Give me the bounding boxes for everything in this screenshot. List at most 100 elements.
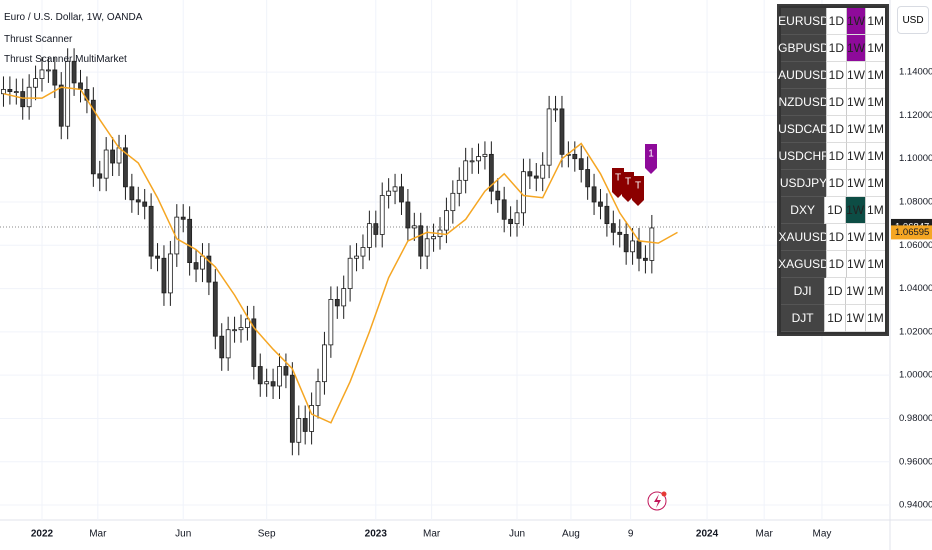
timeframe-cell: 1M (865, 224, 886, 251)
candle-body (604, 205, 610, 225)
candle-body (495, 190, 501, 201)
candle-body (431, 236, 436, 240)
x-tick-label: Mar (756, 529, 774, 540)
x-tick-label: Jun (509, 529, 525, 540)
timeframe-cell: 1M (865, 116, 886, 143)
candle-body (540, 164, 546, 179)
symbol-cell: USDCAD (778, 116, 829, 143)
candle-body (328, 299, 334, 346)
x-tick-label: 2024 (696, 529, 719, 540)
candle-body (65, 60, 71, 127)
candle-body (110, 149, 115, 164)
table-row: XAGUSD 1D 1W 1M (778, 251, 886, 278)
x-tick-label: Sep (258, 529, 276, 540)
timeframe-cell: 1D (824, 305, 845, 332)
candle-body (463, 160, 469, 181)
timeframe-cell: 1M (864, 197, 885, 224)
timeframe-cell: 1W (844, 305, 865, 332)
candle-body (482, 153, 488, 157)
candle-body (219, 335, 225, 359)
candle-body (527, 171, 533, 177)
y-tick-label: 1.10000 (899, 153, 932, 164)
ma-price-box (891, 225, 932, 240)
timeframe-cell: 1D (826, 143, 846, 170)
timeframe-cell: 1W (845, 224, 866, 251)
timeframe-cell: 1D (826, 8, 846, 35)
timeframe-cell: 1M (865, 8, 886, 35)
candle-body (71, 60, 77, 84)
candle-body (1, 89, 6, 95)
candle-body (148, 205, 154, 257)
timeframe-cell: 1W (845, 116, 866, 143)
timeframe-cell: 1D (826, 170, 846, 197)
candle-body (39, 69, 45, 79)
candle-body (135, 199, 141, 203)
candle-body (508, 218, 514, 225)
candle-body (553, 108, 558, 111)
symbol-cell: AUDUSD (778, 62, 829, 89)
timeframe-cell: 1M (865, 35, 886, 62)
candle-body (643, 257, 648, 261)
candle-body (296, 418, 302, 443)
candle-body (610, 223, 616, 233)
candle-body (347, 257, 353, 289)
candle-body (386, 190, 392, 196)
candle-body (585, 169, 591, 188)
candle-body (238, 327, 244, 331)
candle-body (315, 381, 321, 406)
candle-body (270, 381, 276, 387)
candle-body (623, 234, 629, 253)
timeframe-cell: 1M (865, 62, 886, 89)
x-tick-label: 9 (628, 529, 634, 540)
y-tick-label: 0.98000 (899, 413, 932, 424)
symbol-cell: DXY (781, 197, 825, 224)
y-tick-label: 0.94000 (899, 500, 932, 511)
candle-body (245, 318, 250, 328)
candle-body (264, 381, 270, 385)
candle-body (399, 186, 404, 203)
candle-body (591, 186, 597, 203)
candle-body (392, 186, 398, 192)
candle-body (322, 344, 327, 383)
timeframe-cell: 1M (865, 143, 886, 170)
candle-body (354, 255, 359, 259)
candle-body (167, 253, 173, 294)
timeframe-cell: 1M (865, 251, 886, 278)
symbol-cell: GBPUSD (778, 35, 829, 62)
indicator-name[interactable]: Thrust Scanner MultiMarket (4, 54, 127, 65)
candle-body (302, 418, 308, 432)
candle-body (78, 82, 83, 90)
timeframe-cell: 1M (864, 305, 885, 332)
timeframe-cell: 1M (865, 89, 886, 116)
timeframe-cell: 1W (844, 278, 865, 305)
candle-body (7, 89, 13, 92)
table-row: GBPUSD 1D 1W 1M (778, 35, 886, 62)
timeframe-cell: 1W (845, 35, 866, 62)
y-tick-label: 1.06000 (899, 240, 932, 251)
y-tick-label: 0.96000 (899, 456, 932, 467)
y-tick-label: 1.02000 (899, 326, 932, 337)
candle-body (161, 257, 167, 294)
y-tick-label: 1.08000 (899, 196, 932, 207)
candle-body (521, 171, 526, 214)
y-tick-label: 1.04000 (899, 283, 932, 294)
currency-button[interactable]: USD (897, 6, 929, 34)
timeframe-cell: 1D (826, 62, 846, 89)
candle-body (142, 201, 148, 207)
timeframe-cell: 1D (826, 224, 846, 251)
x-tick-label: May (813, 529, 832, 540)
candle-body (649, 227, 655, 261)
candle-body (578, 158, 584, 170)
candle-body (411, 225, 417, 229)
timeframe-cell: 1D (824, 278, 845, 305)
moving-average-line (3, 86, 678, 424)
table-row: USDCHF 1D 1W 1M (779, 143, 886, 170)
timeframe-cell: 1W (845, 143, 866, 170)
candle-body (277, 366, 282, 387)
indicator-name[interactable]: Thrust Scanner (4, 34, 73, 45)
candle-body (405, 201, 411, 229)
candle-body (97, 173, 103, 179)
candle-body (501, 199, 507, 220)
candle-body (13, 91, 19, 93)
